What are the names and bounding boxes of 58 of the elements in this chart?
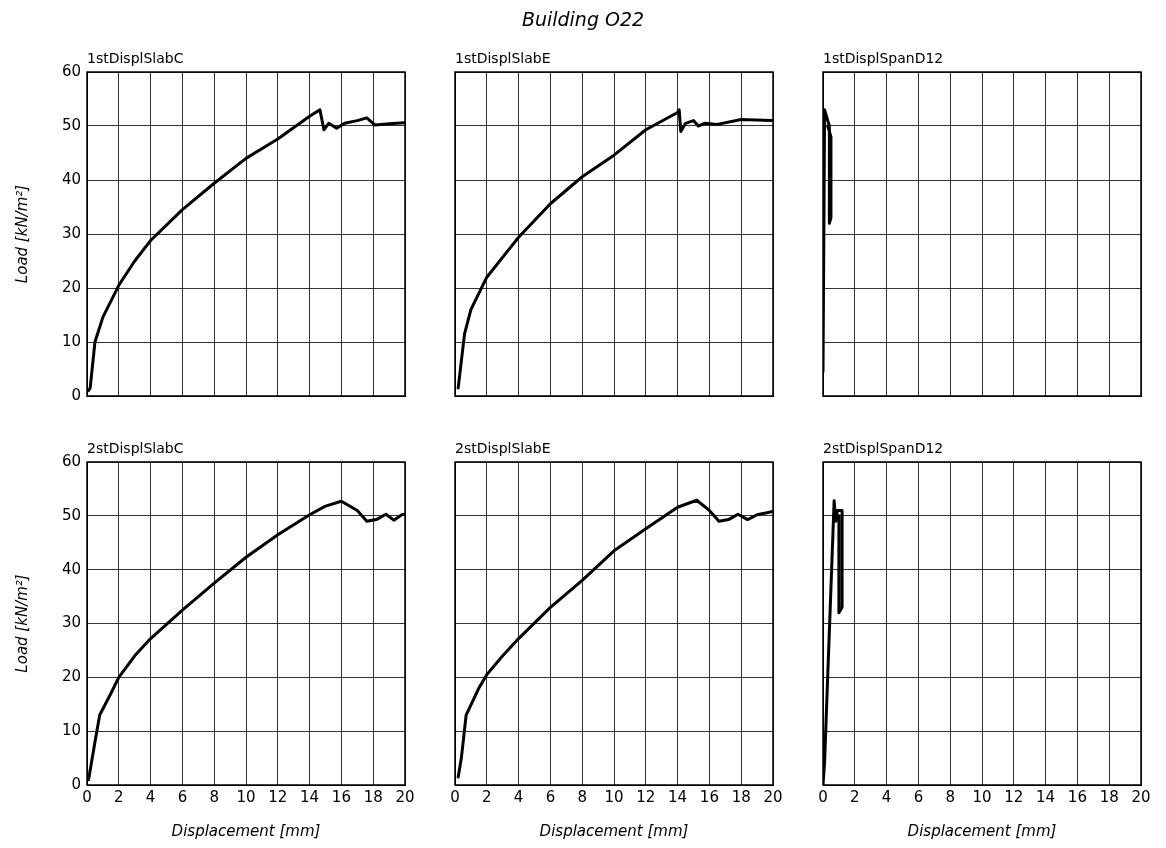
- x-tick-label: 16: [1067, 787, 1087, 806]
- chart-title: 1stDisplSpanD12: [823, 49, 944, 66]
- x-tick-label: 6: [545, 787, 556, 806]
- y-tick-label: 30: [61, 223, 81, 242]
- chart-title: 1stDisplSlabC: [87, 49, 184, 66]
- x-tick-label: 14: [300, 787, 320, 806]
- x-tick-label: 16: [699, 787, 719, 806]
- x-axis-title: Displacement [mm]: [907, 821, 1057, 840]
- y-tick-label: 40: [61, 169, 81, 188]
- x-tick-label: 12: [268, 787, 288, 806]
- y-axis-title: Load [kN/m²]: [12, 184, 31, 284]
- y-tick-label: 0: [71, 385, 81, 404]
- x-tick-label: 10: [972, 787, 992, 806]
- y-axis-title: Load [kN/m²]: [12, 574, 31, 673]
- x-tick-label: 2: [482, 787, 492, 806]
- x-tick-label: 16: [331, 787, 351, 806]
- x-tick-label: 18: [731, 787, 751, 806]
- x-tick-label: 10: [604, 787, 624, 806]
- x-tick-label: 20: [763, 787, 783, 806]
- x-tick-label: 20: [1131, 787, 1151, 806]
- x-axis-title: Displacement [mm]: [539, 821, 689, 840]
- x-tick-label: 4: [145, 787, 156, 806]
- x-tick-label: 14: [1036, 787, 1056, 806]
- x-tick-label: 18: [1099, 787, 1119, 806]
- x-tick-label: 12: [1004, 787, 1024, 806]
- x-tick-label: 14: [668, 787, 688, 806]
- y-tick-label: 0: [71, 774, 81, 793]
- x-tick-label: 6: [913, 787, 924, 806]
- x-tick-label: 8: [945, 787, 955, 806]
- chart-title: 2stDisplSlabC: [87, 439, 184, 456]
- y-tick-label: 50: [61, 115, 81, 134]
- x-tick-label: 2: [114, 787, 124, 806]
- x-tick-label: 0: [818, 787, 828, 806]
- x-tick-label: 0: [450, 787, 460, 806]
- x-axis-title: Displacement [mm]: [171, 821, 321, 840]
- y-tick-label: 10: [61, 721, 81, 740]
- chart-title: 1stDisplSlabE: [455, 49, 551, 66]
- text: Building O22: [520, 8, 646, 30]
- y-tick-label: 60: [61, 451, 81, 470]
- x-tick-label: 2: [850, 787, 860, 806]
- x-tick-label: 8: [577, 787, 587, 806]
- chart-title: 2stDisplSlabE: [455, 439, 551, 456]
- x-tick-label: 4: [513, 787, 524, 806]
- y-tick-label: 10: [61, 331, 81, 350]
- x-tick-label: 4: [881, 787, 892, 806]
- y-tick-label: 60: [61, 61, 81, 80]
- y-tick-label: 50: [61, 505, 81, 524]
- x-tick-label: 10: [236, 787, 256, 806]
- y-tick-label: 30: [61, 613, 81, 632]
- y-tick-label: 20: [61, 277, 81, 296]
- x-tick-label: 18: [363, 787, 383, 806]
- y-tick-label: 40: [61, 559, 81, 578]
- x-tick-label: 12: [636, 787, 656, 806]
- y-tick-label: 20: [61, 667, 81, 686]
- x-tick-label: 20: [395, 787, 415, 806]
- x-tick-label: 6: [177, 787, 188, 806]
- x-tick-label: 8: [209, 787, 219, 806]
- chart-title: 2stDisplSpanD12: [823, 439, 944, 456]
